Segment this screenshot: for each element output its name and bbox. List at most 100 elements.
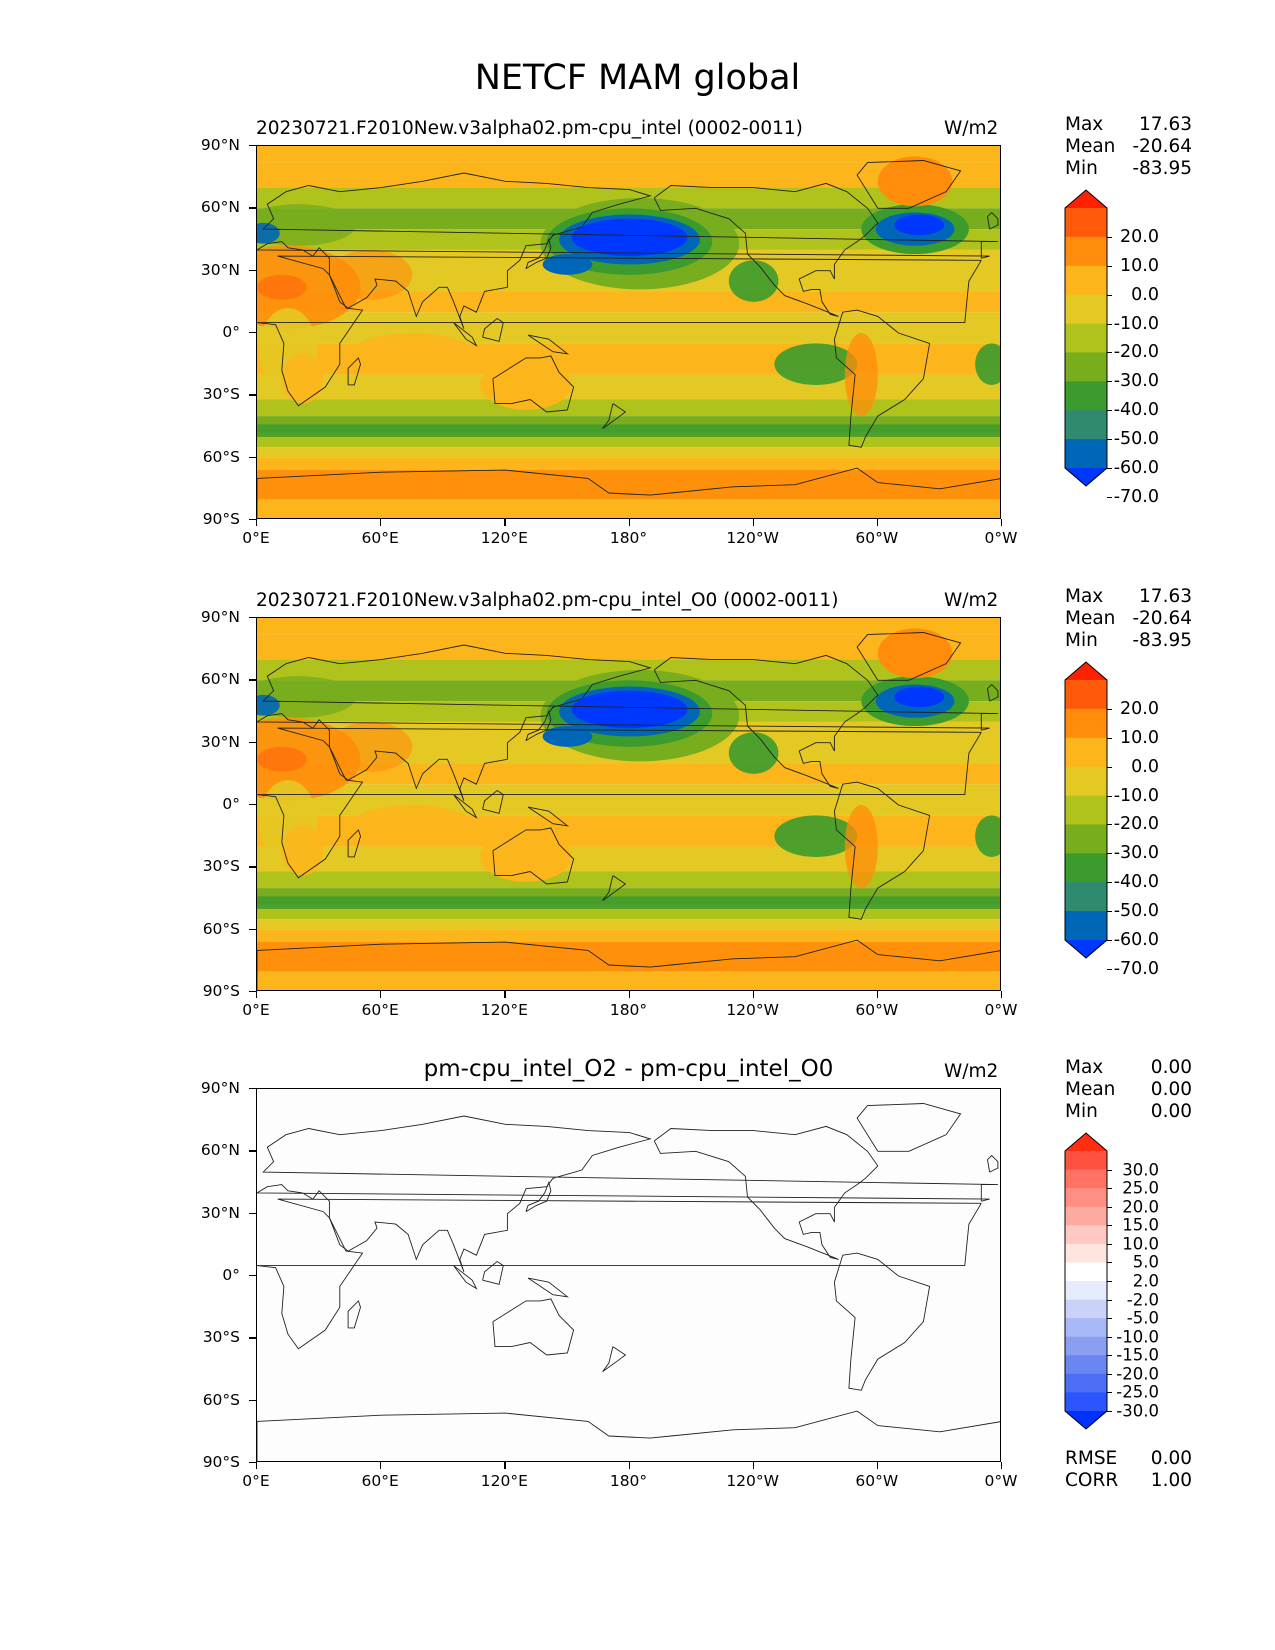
colorbar-tick [1107, 1188, 1112, 1190]
colorbar-tick-label: 2.0 [1132, 1271, 1159, 1291]
y-tick [249, 269, 256, 271]
x-tick [380, 519, 382, 526]
x-tick-label: 120°W [726, 1001, 779, 1019]
min-label: Min [1065, 158, 1098, 179]
colorbar-tick [1107, 1243, 1112, 1245]
x-tick-label: 120°W [726, 1472, 779, 1490]
y-tick-label: 90°N [200, 1079, 240, 1097]
colorbar-swatch [1065, 1243, 1107, 1263]
x-tick-label: 0°W [984, 1001, 1018, 1019]
colorbar-swatch [1065, 1373, 1107, 1393]
y-tick-label: 60°N [200, 670, 240, 689]
mean-label: Mean [1065, 608, 1116, 629]
max-label: Max [1065, 586, 1104, 607]
x-tick-label: 0°E [242, 1001, 270, 1019]
x-tick [1001, 519, 1003, 526]
coastline-samerica [833, 309, 931, 448]
x-tick-label: 60°E [361, 1001, 399, 1019]
colorbar-tick [1107, 265, 1112, 267]
coastlines [257, 160, 1000, 518]
colorbar-tick-label: 20.0 [1120, 698, 1159, 719]
field-layer [257, 146, 1000, 518]
x-tick-label: 60°W [855, 1001, 899, 1019]
y-tick-label: 30°S [202, 857, 240, 876]
colorbar-swatch [1065, 1188, 1107, 1208]
coastline-namerica [653, 1125, 879, 1260]
y-tick [249, 679, 256, 681]
max-value: 0.00 [1150, 1057, 1192, 1078]
colorbar-swatch [1065, 381, 1107, 411]
colorbar-tick [1107, 766, 1112, 768]
max-label: Max [1065, 114, 1104, 135]
coastline-newguinea [527, 334, 570, 355]
coastline-samerica [833, 781, 931, 920]
x-tick-label: 60°E [361, 1472, 399, 1490]
colorbar-swatch [1065, 1262, 1107, 1282]
coastline-japan [525, 1181, 552, 1212]
colorbar-tick [1107, 1373, 1112, 1375]
colorbar-tick-label: -5.0 [1126, 1308, 1159, 1328]
coastline-uk [987, 211, 999, 230]
colorbar-tick [1107, 1169, 1112, 1171]
colorbar-tick-label: 0.0 [1131, 284, 1159, 305]
rmse-label: RMSE [1065, 1448, 1118, 1469]
colorbar-tick [1107, 1281, 1112, 1282]
field-layer [257, 1089, 1000, 1461]
colorbar-tick-label: -2.0 [1126, 1290, 1159, 1310]
colorbar-tick [1107, 381, 1112, 383]
colorbar-tick [1107, 496, 1112, 498]
colorbar-swatch [1065, 265, 1107, 296]
x-tick [256, 1462, 258, 1469]
mean-label: Mean [1065, 1079, 1116, 1100]
colorbar-extend-min [1065, 468, 1107, 486]
x-tick [876, 519, 879, 526]
colorbar-tick [1107, 294, 1112, 296]
y-tick [249, 1462, 256, 1464]
map-plot [256, 145, 1001, 519]
colorbar-swatch [1065, 1392, 1107, 1412]
coastline-antarctica [257, 467, 1000, 518]
colorbar-tick-label: 15.0 [1122, 1215, 1159, 1235]
x-tick-label: 60°W [855, 529, 899, 547]
colorbar-tick [1107, 853, 1112, 855]
colorbar-swatch [1065, 352, 1107, 382]
colorbar-tick [1107, 940, 1112, 941]
coastline-madagascar [347, 357, 361, 386]
min-value: -83.95 [1132, 630, 1192, 651]
x-tick-label: 60°E [361, 529, 399, 547]
colorbar-swatch [1065, 1225, 1107, 1245]
coastline-newguinea [527, 1277, 570, 1298]
x-tick [504, 991, 506, 998]
colorbar-tick [1107, 410, 1112, 412]
coastline-australia [492, 1298, 575, 1356]
coastline-greenland [856, 632, 962, 681]
coastline-nz [602, 1346, 627, 1372]
coastline-uk [987, 683, 999, 702]
colorbar-tick [1107, 1318, 1112, 1320]
colorbar-tick [1107, 1411, 1112, 1412]
min-value: -83.95 [1132, 158, 1192, 179]
colorbar-swatch [1065, 1151, 1107, 1171]
units-label: W/m2 [944, 1061, 999, 1082]
x-tick-label: 180° [609, 529, 648, 547]
colorbar-tick [1107, 236, 1112, 238]
colorbar-tick-label: -10.0 [1113, 785, 1159, 806]
map-plot [256, 617, 1001, 991]
coastline-borneo [482, 789, 504, 814]
y-tick-label: 0° [222, 1266, 240, 1284]
colorbar-tick-label: -10.0 [1116, 1327, 1159, 1347]
colorbar-tick [1107, 468, 1112, 469]
panel-model: 20230721.F2010New.v3alpha02.pm-cpu_intel… [0, 114, 1275, 588]
y-tick [249, 1399, 256, 1401]
units-label: W/m2 [944, 118, 999, 139]
coastline-borneo [482, 317, 504, 342]
min-label: Min [1065, 1101, 1098, 1122]
colorbar-swatches [1064, 1132, 1108, 1430]
coastline-samerica [833, 1252, 931, 1391]
y-tick [249, 145, 256, 147]
colorbar-tick-label: -30.0 [1113, 843, 1159, 864]
coastline-newguinea [527, 806, 570, 827]
colorbar-tick-label: -20.0 [1113, 342, 1159, 363]
colorbar-tick [1107, 1355, 1112, 1357]
